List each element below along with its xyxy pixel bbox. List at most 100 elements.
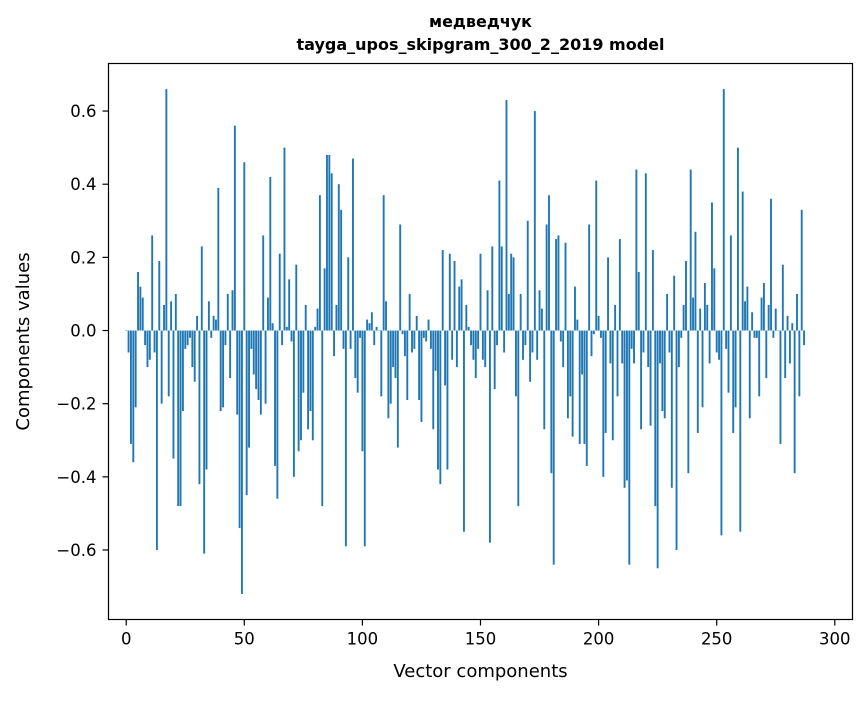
y-tick-label: −0.4 [56, 468, 96, 487]
bar-component-87 [331, 173, 333, 330]
bar-component-197 [591, 331, 593, 357]
bar-component-243 [699, 309, 701, 331]
bar-component-153 [487, 290, 489, 330]
bar-component-77 [307, 331, 309, 430]
bar-component-208 [617, 331, 619, 397]
bar-component-83 [321, 331, 323, 507]
bar-component-64 [276, 331, 278, 499]
bar-component-93 [345, 331, 347, 547]
bar-component-216 [635, 170, 637, 331]
bar-component-173 [534, 111, 536, 330]
bar-component-102 [366, 320, 368, 331]
bar-component-204 [607, 257, 609, 330]
bar-component-273 [770, 199, 772, 331]
bar-component-86 [328, 155, 330, 331]
bar-component-160 [503, 331, 505, 353]
bar-component-287 [803, 331, 805, 346]
bar-component-62 [272, 323, 274, 330]
bar-component-54 [253, 331, 255, 375]
bar-component-51 [246, 331, 248, 496]
bar-component-175 [539, 290, 541, 330]
bar-component-20 [173, 331, 175, 459]
bar-component-128 [428, 320, 430, 331]
bar-component-126 [423, 331, 425, 338]
bar-component-10 [149, 331, 151, 360]
x-tick-label: 200 [583, 630, 615, 649]
bar-component-124 [418, 331, 420, 401]
bar-component-174 [536, 331, 538, 360]
bar-component-48 [239, 331, 241, 529]
bar-component-248 [711, 203, 713, 331]
bar-component-270 [763, 283, 765, 331]
bar-component-67 [284, 148, 286, 331]
bar-component-144 [465, 305, 467, 331]
bar-component-80 [314, 327, 316, 331]
bar-component-84 [324, 268, 326, 330]
bar-component-260 [739, 331, 741, 532]
x-axis-label: Vector components [393, 661, 567, 682]
bar-component-262 [744, 301, 746, 330]
bar-component-167 [520, 294, 522, 331]
bar-component-182 [555, 239, 557, 330]
bar-component-76 [305, 305, 307, 331]
bar-component-21 [175, 294, 177, 331]
bar-component-227 [661, 331, 663, 411]
bar-component-147 [472, 331, 474, 360]
bar-component-221 [647, 331, 649, 368]
bar-component-166 [517, 331, 519, 507]
y-tick-label: 0.2 [70, 248, 96, 267]
bar-component-201 [600, 331, 602, 338]
bar-component-246 [706, 305, 708, 331]
bar-component-205 [609, 331, 611, 364]
bar-component-254 [725, 331, 727, 349]
bar-component-17 [165, 89, 167, 330]
bar-component-111 [387, 331, 389, 419]
bar-component-23 [180, 331, 182, 507]
bar-component-115 [397, 331, 399, 448]
bar-component-81 [317, 309, 319, 331]
bar-component-133 [439, 331, 441, 485]
bar-component-32 [201, 246, 203, 330]
bar-component-187 [567, 331, 569, 419]
bar-component-180 [550, 331, 552, 474]
bar-component-119 [406, 331, 408, 401]
x-tick-label: 100 [347, 630, 379, 649]
bar-component-237 [685, 261, 687, 331]
bar-component-286 [801, 210, 803, 331]
bar-component-193 [581, 331, 583, 375]
bar-component-60 [267, 298, 269, 331]
bar-component-263 [746, 287, 748, 331]
bar-component-72 [295, 265, 297, 331]
bar-component-69 [288, 279, 290, 330]
bar-component-274 [772, 331, 774, 338]
bar-component-183 [558, 235, 560, 330]
bar-component-252 [720, 331, 722, 536]
bar-component-105 [373, 331, 375, 346]
bar-component-255 [728, 331, 730, 393]
bar-component-141 [458, 287, 460, 331]
bar-component-39 [217, 188, 219, 331]
bar-component-52 [248, 331, 250, 448]
y-tick-label: 0.4 [70, 175, 96, 194]
bar-component-134 [442, 250, 444, 330]
bar-component-284 [796, 294, 798, 331]
bar-component-190 [574, 287, 576, 331]
bar-component-155 [491, 246, 493, 330]
bar-component-22 [177, 331, 179, 507]
bar-component-236 [683, 305, 685, 331]
bar-component-3 [132, 331, 134, 463]
bar-component-38 [215, 320, 217, 331]
bar-component-157 [496, 331, 498, 346]
bar-component-98 [357, 331, 359, 393]
bar-component-96 [352, 159, 354, 331]
x-tick-label: 150 [465, 630, 497, 649]
y-tick-label: −0.6 [56, 541, 96, 560]
bar-component-145 [468, 327, 470, 331]
bar-component-199 [595, 181, 597, 331]
bar-component-229 [666, 294, 668, 331]
bar-component-279 [784, 331, 786, 379]
bar-component-2 [130, 331, 132, 444]
bar-component-117 [402, 331, 404, 335]
